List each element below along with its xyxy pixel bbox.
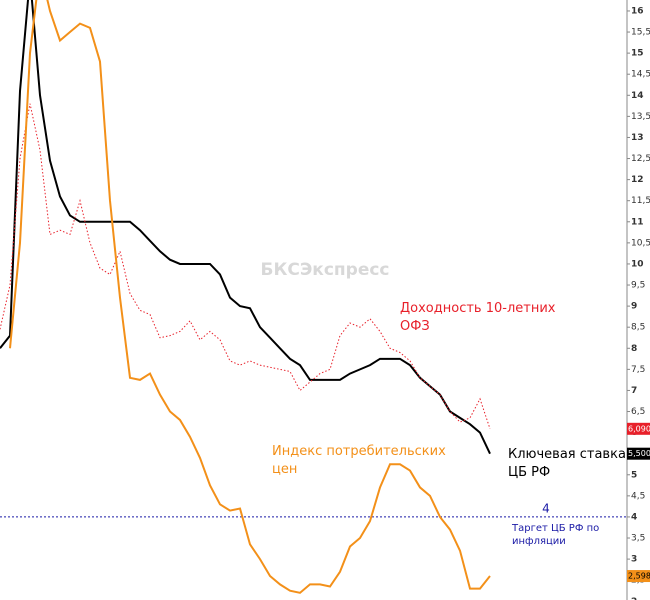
y-tick-label: 11,5	[631, 196, 650, 206]
y-tick-label: 12,5	[631, 154, 650, 164]
y-tick-label: 14,5	[631, 70, 650, 80]
y-tick-label: 2	[631, 597, 637, 600]
series-line	[9, 0, 491, 594]
y-tick-label: 3	[631, 555, 637, 565]
value-label: 2,598	[628, 572, 650, 581]
value-label-box	[627, 447, 650, 460]
y-tick-label: 13,5	[631, 112, 650, 122]
y-tick-label: 14	[631, 91, 644, 101]
target-text: Таргет ЦБ РФ по инфляции	[512, 523, 600, 547]
value-label: 6,090	[628, 424, 650, 433]
plot-area	[0, 0, 491, 594]
y-tick-label: 10,5	[631, 238, 650, 248]
ofz-label: Доходность 10-летних ОФЗ	[400, 301, 556, 334]
target-value: 4	[542, 501, 550, 515]
watermark: БКСЭкспресс	[260, 260, 389, 280]
y-tick-label: 11	[631, 217, 644, 227]
y-tick-label: 9,5	[631, 281, 645, 291]
y-tick-label: 4	[631, 512, 637, 522]
y-tick-label: 8	[631, 344, 637, 354]
value-label-box	[627, 422, 650, 435]
value-label: 5,500	[628, 449, 650, 458]
y-tick-label: 10	[631, 259, 644, 269]
y-tick-label: 15,5	[631, 28, 650, 38]
y-tick-label: 13	[631, 133, 644, 143]
y-tick-label: 7,5	[631, 365, 645, 375]
value-label-box	[627, 570, 650, 583]
y-tick-label: 8,5	[631, 323, 645, 333]
series-line	[0, 0, 491, 455]
y-tick-label: 7	[631, 386, 637, 396]
y-tick-label: 3,5	[631, 534, 645, 544]
y-tick-label: 16	[631, 6, 644, 16]
y-tick-label: 5	[631, 470, 637, 480]
cpi-label: Индекс потребительских цен	[272, 444, 446, 477]
key-rate-label: Ключевая ставка ЦБ РФ	[508, 447, 626, 480]
series-line	[0, 103, 491, 429]
y-tick-label: 4,5	[631, 491, 645, 501]
y-tick-label: 9	[631, 302, 637, 312]
y-tick-label: 12	[631, 175, 644, 185]
y-tick-label: 15	[631, 49, 644, 59]
y-tick-label: 6,5	[631, 407, 645, 417]
